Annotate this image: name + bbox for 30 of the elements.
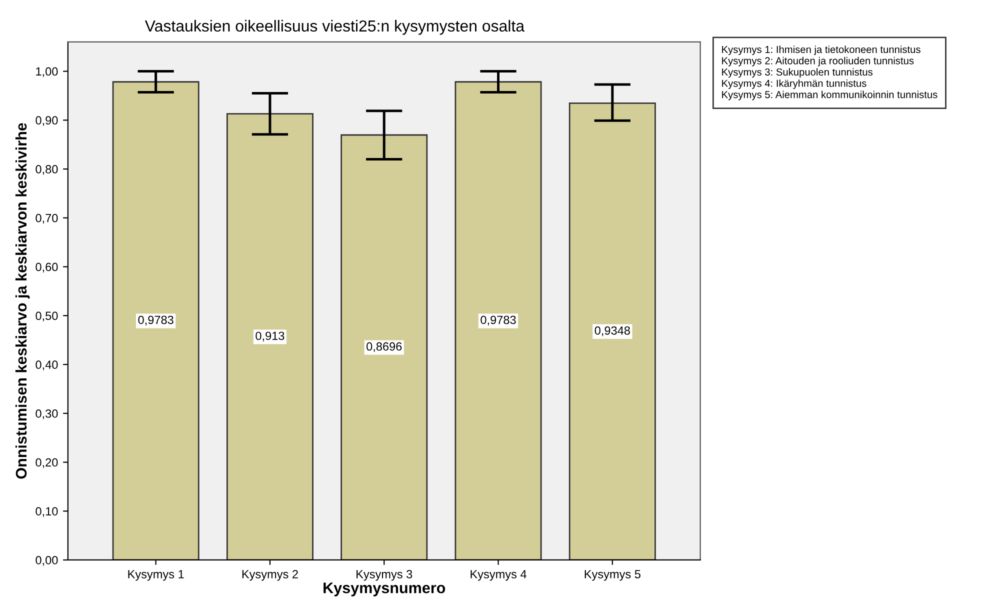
y-tick-label: 0,30 (36, 409, 58, 420)
x-tick-label: Kysymys 2 (242, 570, 298, 581)
bar (454, 81, 542, 560)
data-label: 0,8696 (366, 342, 402, 352)
bar (568, 102, 656, 560)
data-label: 0,913 (256, 332, 284, 342)
y-tick-label: 1,00 (36, 67, 58, 78)
x-tick-label: Kysymys 5 (584, 570, 640, 581)
text: Kysymys 1: Ihmisen ja tietokoneen tunnistus Kysymys 2: Aitouden ja rooliuden tunnistus Kysymys 3: Sukupuolen tunnistus Kysymys 4: Ikäryhmän tunnistus Kysymys 5: Aiemman kommunikoinnin tunnistus (722, 46, 938, 100)
x-axis-title: Kysymysnumero (324, 582, 446, 596)
y-tick-label: 0,50 (36, 312, 58, 322)
data-label: 0,9348 (594, 326, 630, 336)
y-tick-label: 0,60 (36, 262, 58, 273)
y-tick-label: 0,40 (36, 360, 58, 370)
y-tick-label: 0,90 (36, 116, 58, 126)
bar (112, 81, 200, 560)
data-label: 0,9783 (138, 316, 174, 326)
data-label: 0,9783 (480, 316, 516, 326)
y-tick-label: 0,20 (36, 458, 58, 468)
y-tick-label: 0,10 (36, 507, 58, 517)
y-tick-label: 0,80 (36, 165, 58, 175)
y-tick-label: 0,00 (36, 556, 58, 566)
x-tick-label: Kysymys 4 (470, 570, 526, 581)
x-tick-label: Kysymys 1 (128, 570, 184, 581)
y-tick-label: 0,70 (36, 214, 58, 224)
bar (226, 113, 314, 560)
bar (340, 134, 428, 560)
y-axis-title: Onnistumisen keskiarvo ja keskiarvon keskivirhe (15, 123, 30, 479)
chart-title: Vastauksien oikeellisuus viesti25:n kysymysten osalta (144, 20, 525, 35)
x-tick-label: Kysymys 3 (356, 570, 412, 581)
